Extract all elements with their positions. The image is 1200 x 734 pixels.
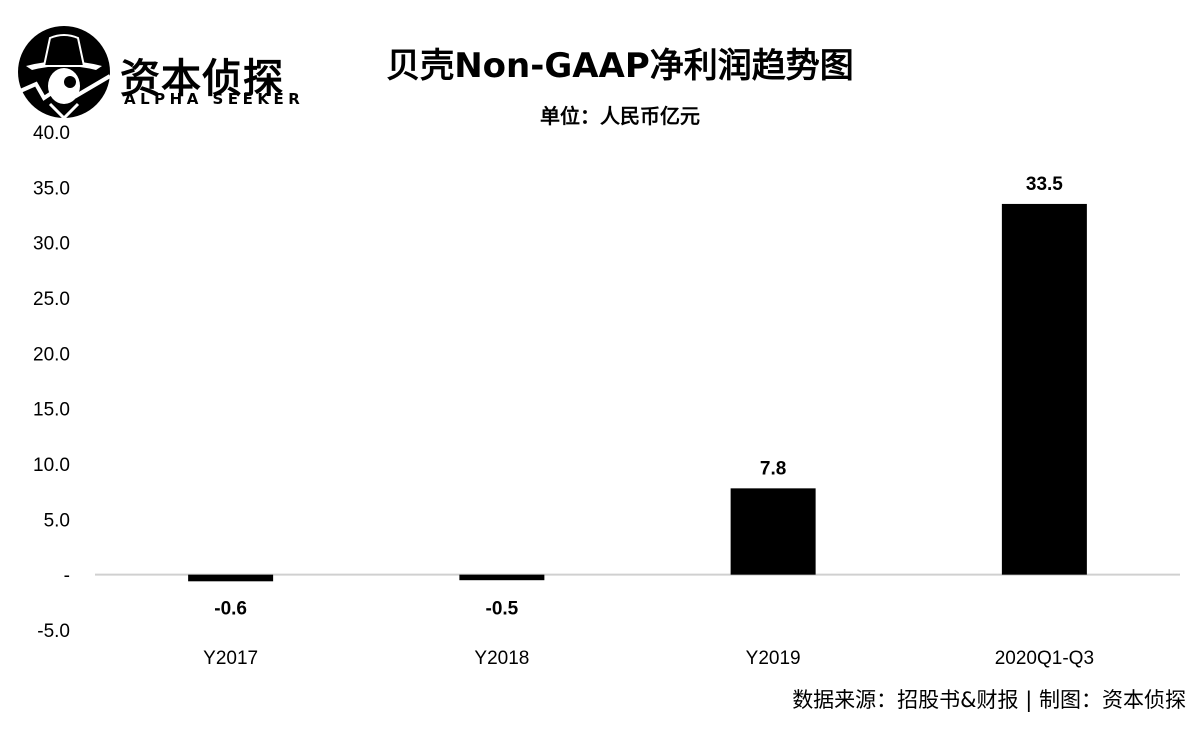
bar	[730, 488, 816, 575]
chart-subtitle: 单位：人民币亿元	[540, 104, 700, 128]
bar	[188, 574, 274, 582]
data-label: -0.5	[486, 599, 519, 620]
bar	[459, 574, 545, 581]
data-label: 33.5	[1026, 174, 1063, 195]
y-tick-label: 5.0	[44, 510, 70, 531]
brand-name-cn: 资本侦探	[120, 56, 284, 102]
y-tick-label: -5.0	[37, 621, 70, 642]
bar	[1001, 203, 1087, 575]
source-note: 数据来源：招股书&财报 | 制图：资本侦探	[792, 688, 1186, 712]
y-tick-label: 40.0	[33, 123, 70, 144]
data-label: -0.6	[214, 599, 247, 620]
brand-name-en: ALPHA SEEKER	[124, 90, 305, 108]
y-tick-label: 10.0	[33, 455, 70, 476]
x-tick-label: Y2018	[474, 648, 529, 669]
y-tick-label: 30.0	[33, 234, 70, 255]
y-tick-label: 25.0	[33, 289, 70, 310]
detective-logo-icon	[17, 26, 112, 121]
chart-title: 贝壳Non-GAAP净利润趋势图	[386, 46, 854, 86]
y-tick-label: -	[64, 566, 70, 587]
y-tick-label: 20.0	[33, 344, 70, 365]
data-label: 7.8	[760, 458, 786, 479]
x-tick-label: Y2019	[746, 648, 801, 669]
y-tick-label: 35.0	[33, 178, 70, 199]
x-tick-label: Y2017	[203, 648, 258, 669]
brand-logo: 资本侦探 ALPHA SEEKER	[6, 18, 306, 128]
y-tick-label: 15.0	[33, 400, 70, 421]
x-tick-label: 2020Q1-Q3	[995, 648, 1094, 669]
